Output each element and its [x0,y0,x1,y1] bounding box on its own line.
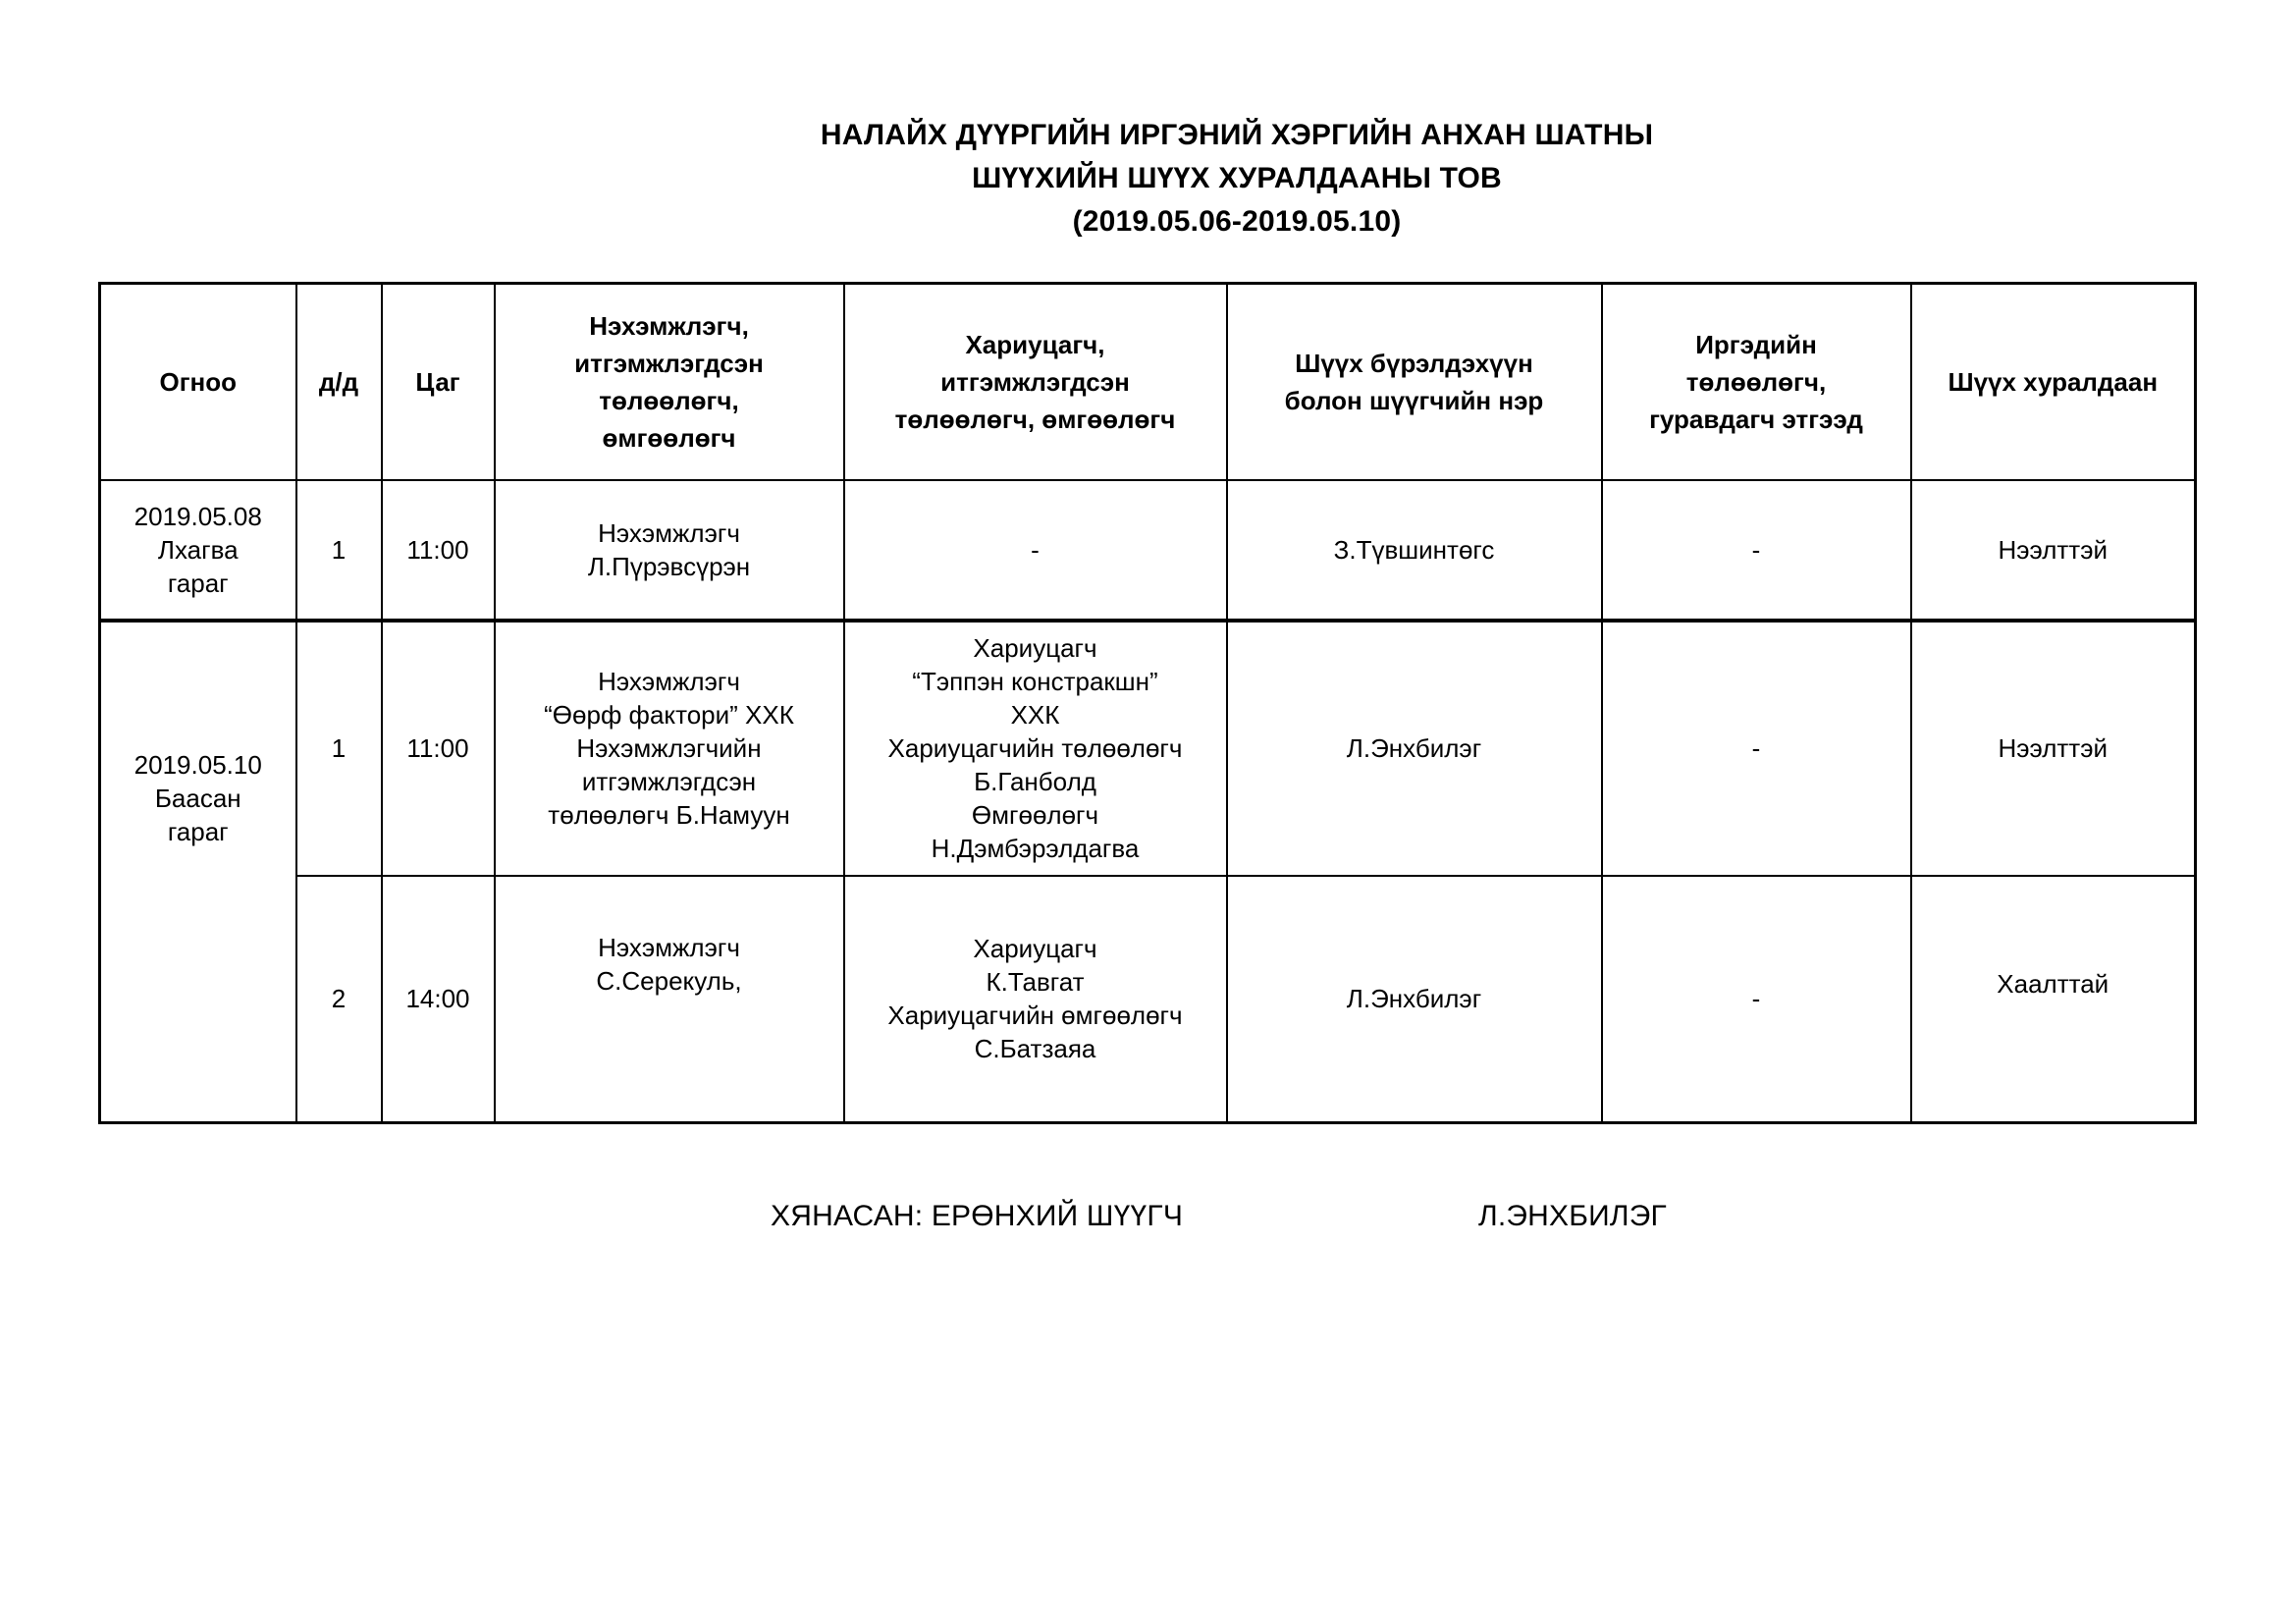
cell-defendant: Хариуцагч К.Тавгат Хариуцагчийн өмгөөлөг… [842,874,1228,1124]
cell-date: 2019.05.08 Лхагва гараг [98,478,297,623]
footer-reviewed-label: ХЯНАСАН: ЕРӨНХИЙ ШҮҮГЧ [771,1200,1184,1232]
cell-time: 14:00 [380,874,496,1124]
cell-defendant: - [842,478,1228,623]
table-row: 2019.05.10 Баасан гараг 1 11:00 Нэхэмжлэ… [98,619,2197,1124]
cell-citizen-representative: - [1600,478,1912,623]
document-title: НАЛАЙХ ДҮҮРГИЙН ИРГЭНИЙ ХЭРГИЙН АНХАН ША… [187,114,2287,244]
cell-judge: Л.Энхбилэг [1225,874,1603,1124]
hearing-schedule-table: Огноо д/д Цаг Нэхэмжлэгч, итгэмжлэгдсэн … [98,282,2197,1124]
title-line-2: ШҮҮХИЙН ШҮҮХ ХУРАЛДААНЫ ТОВ [972,162,1502,194]
col-header-citizen-representative: Иргэдийн төлөөлөгч, гуравдагч этгээд [1600,282,1912,481]
cell-citizen-representative: - [1600,874,1912,1124]
table-row: 2 14:00 Нэхэмжлэгч С.Серекуль, Хариуцагч… [100,874,2197,1124]
col-header-index: д/д [294,282,383,481]
cell-index: 1 [294,619,383,877]
title-line-3: (2019.05.06-2019.05.10) [1072,205,1402,238]
cell-time: 11:00 [380,619,496,877]
cell-plaintiff: Нэхэмжлэгч С.Серекуль, [493,874,845,1124]
cell-hearing-type: Нээлттэй [1909,619,2197,877]
table-row: 2019.05.08 Лхагва гараг 1 11:00 Нэхэмжлэ… [98,478,2197,623]
cell-hearing-type: Нээлттэй [1909,478,2197,623]
col-header-judge: Шүүх бүрэлдэхүүн болон шүүгчийн нэр [1225,282,1603,481]
cell-index: 2 [294,874,383,1124]
cell-hearing-type: Хаалттай [1909,874,2197,1124]
col-header-date: Огноо [98,282,297,481]
footer-judge-name: Л.ЭНХБИЛЭГ [1478,1200,1668,1232]
cell-citizen-representative: - [1600,619,1912,877]
cell-index: 1 [294,478,383,623]
cell-date: 2019.05.10 Баасан гараг [98,619,297,1124]
cell-defendant: Хариуцагч “Тэппэн констракшн” ХХК Хариуц… [842,619,1228,877]
cell-judge: Л.Энхбилэг [1225,619,1603,877]
cell-plaintiff: Нэхэмжлэгч Л.Пүрэвсүрэн [493,478,845,623]
title-line-1: НАЛАЙХ ДҮҮРГИЙН ИРГЭНИЙ ХЭРГИЙН АНХАН ША… [820,119,1654,151]
col-header-defendant: Хариуцагч, итгэмжлэгдсэн төлөөлөгч, өмгө… [842,282,1228,481]
col-header-hearing-type: Шүүх хуралдаан [1909,282,2197,481]
cell-judge: З.Түвшинтөгс [1225,478,1603,623]
col-header-plaintiff: Нэхэмжлэгч, итгэмжлэгдсэн төлөөлөгч, өмг… [493,282,845,481]
cell-plaintiff: Нэхэмжлэгч “Өөрф фактори” ХХК Нэхэмжлэгч… [493,619,845,877]
header-row: Огноо д/д Цаг Нэхэмжлэгч, итгэмжлэгдсэн … [98,282,2197,481]
cell-time: 11:00 [380,478,496,623]
col-header-time: Цаг [380,282,496,481]
